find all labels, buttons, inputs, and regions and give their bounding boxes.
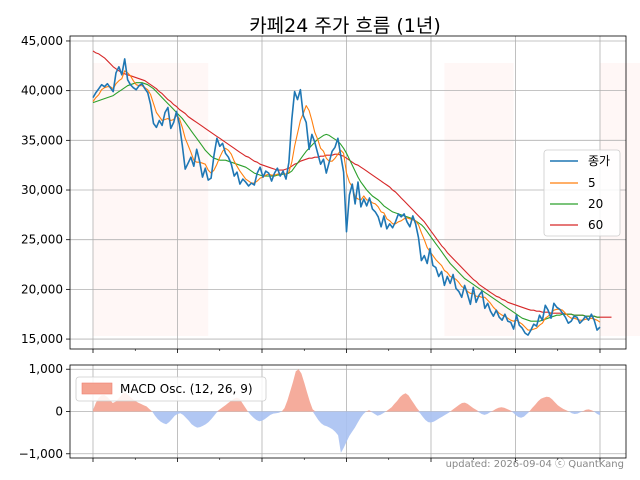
macd-area (93, 369, 600, 453)
price-x-ticks (92, 349, 601, 353)
price-y-tick-label: 15,000 (21, 332, 63, 346)
macd-y-ticks: −1,000 0 1,000 (19, 362, 70, 461)
legend-swatch-macd (81, 382, 113, 395)
price-lines (92, 50, 612, 336)
price-y-tick-label: 35,000 (21, 133, 63, 147)
price-legend-box (543, 149, 621, 237)
price-panel: 15,000 20,000 25,000 30,000 35,000 40,000 45,0… (21, 34, 640, 353)
macd-y-tick-label: −1,000 (19, 447, 63, 461)
price-y-tick-label: 30,000 (21, 183, 63, 197)
macd-legend-box (75, 376, 267, 402)
price-y-tick-label: 45,000 (21, 34, 63, 48)
price-legend: 종가 5 20 60 (543, 149, 621, 237)
price-y-ticks: 15,000 20,000 25,000 30,000 35,000 40,000 45,0… (21, 34, 70, 346)
footer-note: updated: 2026-09-04 ⓒ QuantKang (446, 458, 624, 470)
macd-y-tick-label: 1,000 (29, 362, 63, 376)
legend-label-ma5: 5 (588, 176, 596, 190)
chart-title: 카페24 주가 흐름 (1년) (249, 15, 441, 37)
macd-negative-area (93, 411, 600, 453)
legend-label-close: 종가 (588, 154, 610, 168)
macd-x-ticks (92, 458, 601, 462)
macd-positive-area (93, 369, 600, 412)
price-y-tick-label: 40,000 (21, 84, 63, 98)
price-axes-frame (69, 35, 627, 350)
shaded-band (444, 63, 514, 336)
macd-legend: MACD Osc. (12, 26, 9) (75, 376, 267, 402)
macd-y-tick-label: 0 (55, 405, 63, 419)
legend-label-ma20: 20 (588, 197, 603, 211)
macd-panel: −1,000 0 1,000 MACD Osc. (12, 26, 9) (19, 362, 627, 462)
price-y-tick-label: 20,000 (21, 282, 63, 296)
ma60-line (92, 50, 612, 318)
close-line (92, 58, 601, 336)
legend-label-macd: MACD Osc. (12, 26, 9) (120, 382, 253, 396)
price-y-tick-label: 25,000 (21, 233, 63, 247)
legend-label-ma60: 60 (588, 218, 603, 232)
price-grid (70, 36, 626, 349)
